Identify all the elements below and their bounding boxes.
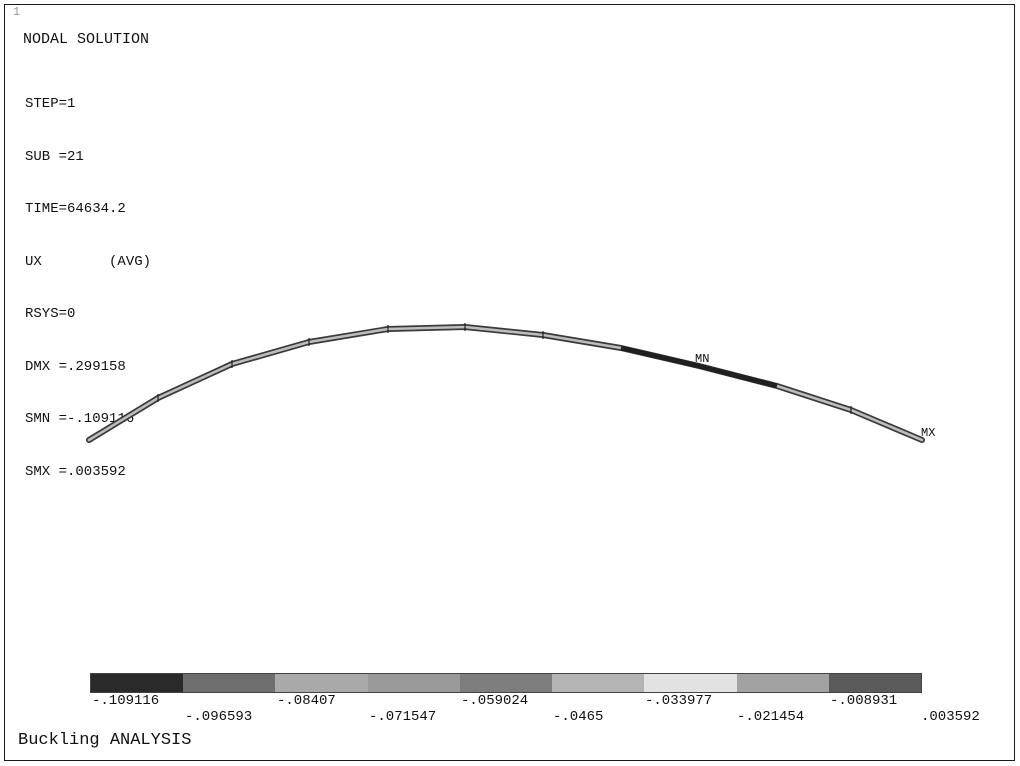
legend-swatch — [459, 674, 553, 692]
info-sub: SUB =21 — [25, 148, 84, 165]
min-marker: MN — [695, 352, 709, 366]
info-step: STEP=1 — [25, 96, 76, 112]
legend-label-6: -.0465 — [553, 709, 604, 725]
beam-fill — [87, 325, 924, 442]
legend-label-3: -.08407 — [277, 693, 336, 709]
info-quantity: UX (AVG) — [25, 253, 152, 270]
element-divisions — [157, 323, 852, 414]
analysis-type-label: Buckling ANALYSIS — [18, 731, 192, 750]
plot-title: NODAL SOLUTION — [23, 31, 150, 48]
legend-label-10: .003592 — [921, 709, 980, 725]
beam-min-region — [620, 345, 778, 389]
info-dmx: DMX =.299158 — [25, 358, 126, 375]
beam-outline — [86, 324, 925, 443]
info-time: TIME=64634.2 — [25, 201, 126, 217]
info-rsys: RSYS=0 — [25, 306, 76, 322]
legend-label-9: -.008931 — [830, 693, 898, 709]
graphics-window: 1 NODAL SOLUTION STEP=1 SUB =21 TIME=646… — [4, 4, 1015, 761]
legend-label-7: -.033977 — [645, 693, 713, 709]
legend-label-1: -.109116 — [92, 693, 160, 709]
legend-swatch — [275, 674, 368, 692]
legend-swatch — [183, 674, 276, 692]
legend-label-4: -.071547 — [369, 709, 437, 725]
legend-swatch — [367, 674, 460, 692]
window-number: 1 — [13, 5, 21, 19]
legend-label-2: -.096593 — [185, 709, 253, 725]
legend-label-8: -.021454 — [737, 709, 805, 725]
legend-swatch — [644, 674, 737, 692]
legend-label-5: -.059024 — [461, 693, 529, 709]
legend-swatch — [552, 674, 645, 692]
contour-legend-bar — [90, 673, 922, 693]
legend-swatch — [736, 674, 829, 692]
max-marker: MX — [921, 426, 935, 440]
legend-swatch — [91, 674, 184, 692]
legend-swatch — [828, 674, 921, 692]
info-smx: SMX =.003592 — [25, 463, 126, 480]
